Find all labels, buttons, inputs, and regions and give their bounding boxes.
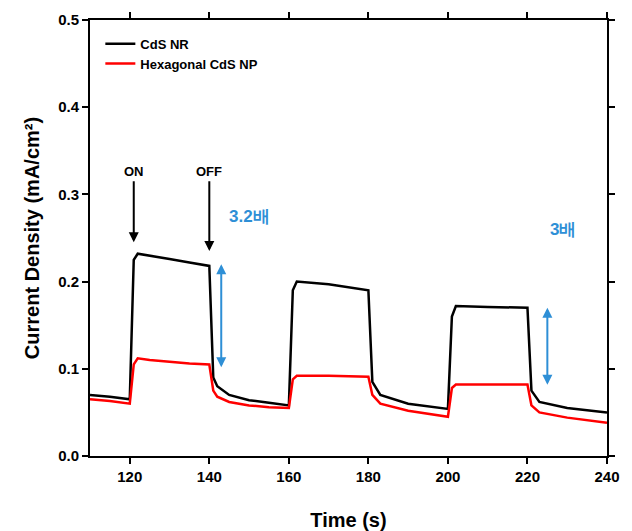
svg-text:240: 240	[594, 468, 619, 485]
svg-text:220: 220	[515, 468, 540, 485]
svg-text:0.2: 0.2	[58, 273, 79, 290]
svg-text:200: 200	[435, 468, 460, 485]
svg-text:CdS NR: CdS NR	[140, 37, 189, 52]
svg-text:180: 180	[356, 468, 381, 485]
svg-text:ON: ON	[124, 164, 144, 179]
svg-text:3배: 3배	[550, 220, 576, 239]
svg-text:0.3: 0.3	[58, 186, 79, 203]
svg-text:0.1: 0.1	[58, 360, 79, 377]
svg-text:3.2배: 3.2배	[229, 207, 270, 226]
svg-text:0.4: 0.4	[58, 98, 80, 115]
svg-text:160: 160	[276, 468, 301, 485]
svg-text:0.0: 0.0	[58, 447, 79, 464]
svg-text:Current Density (mA/cm²): Current Density (mA/cm²)	[21, 117, 43, 359]
svg-text:120: 120	[117, 468, 142, 485]
svg-text:Time (s): Time (s)	[310, 509, 386, 531]
svg-text:0.5: 0.5	[58, 11, 79, 28]
svg-text:Hexagonal CdS NP: Hexagonal CdS NP	[140, 57, 257, 72]
svg-text:140: 140	[197, 468, 222, 485]
svg-text:OFF: OFF	[196, 164, 222, 179]
